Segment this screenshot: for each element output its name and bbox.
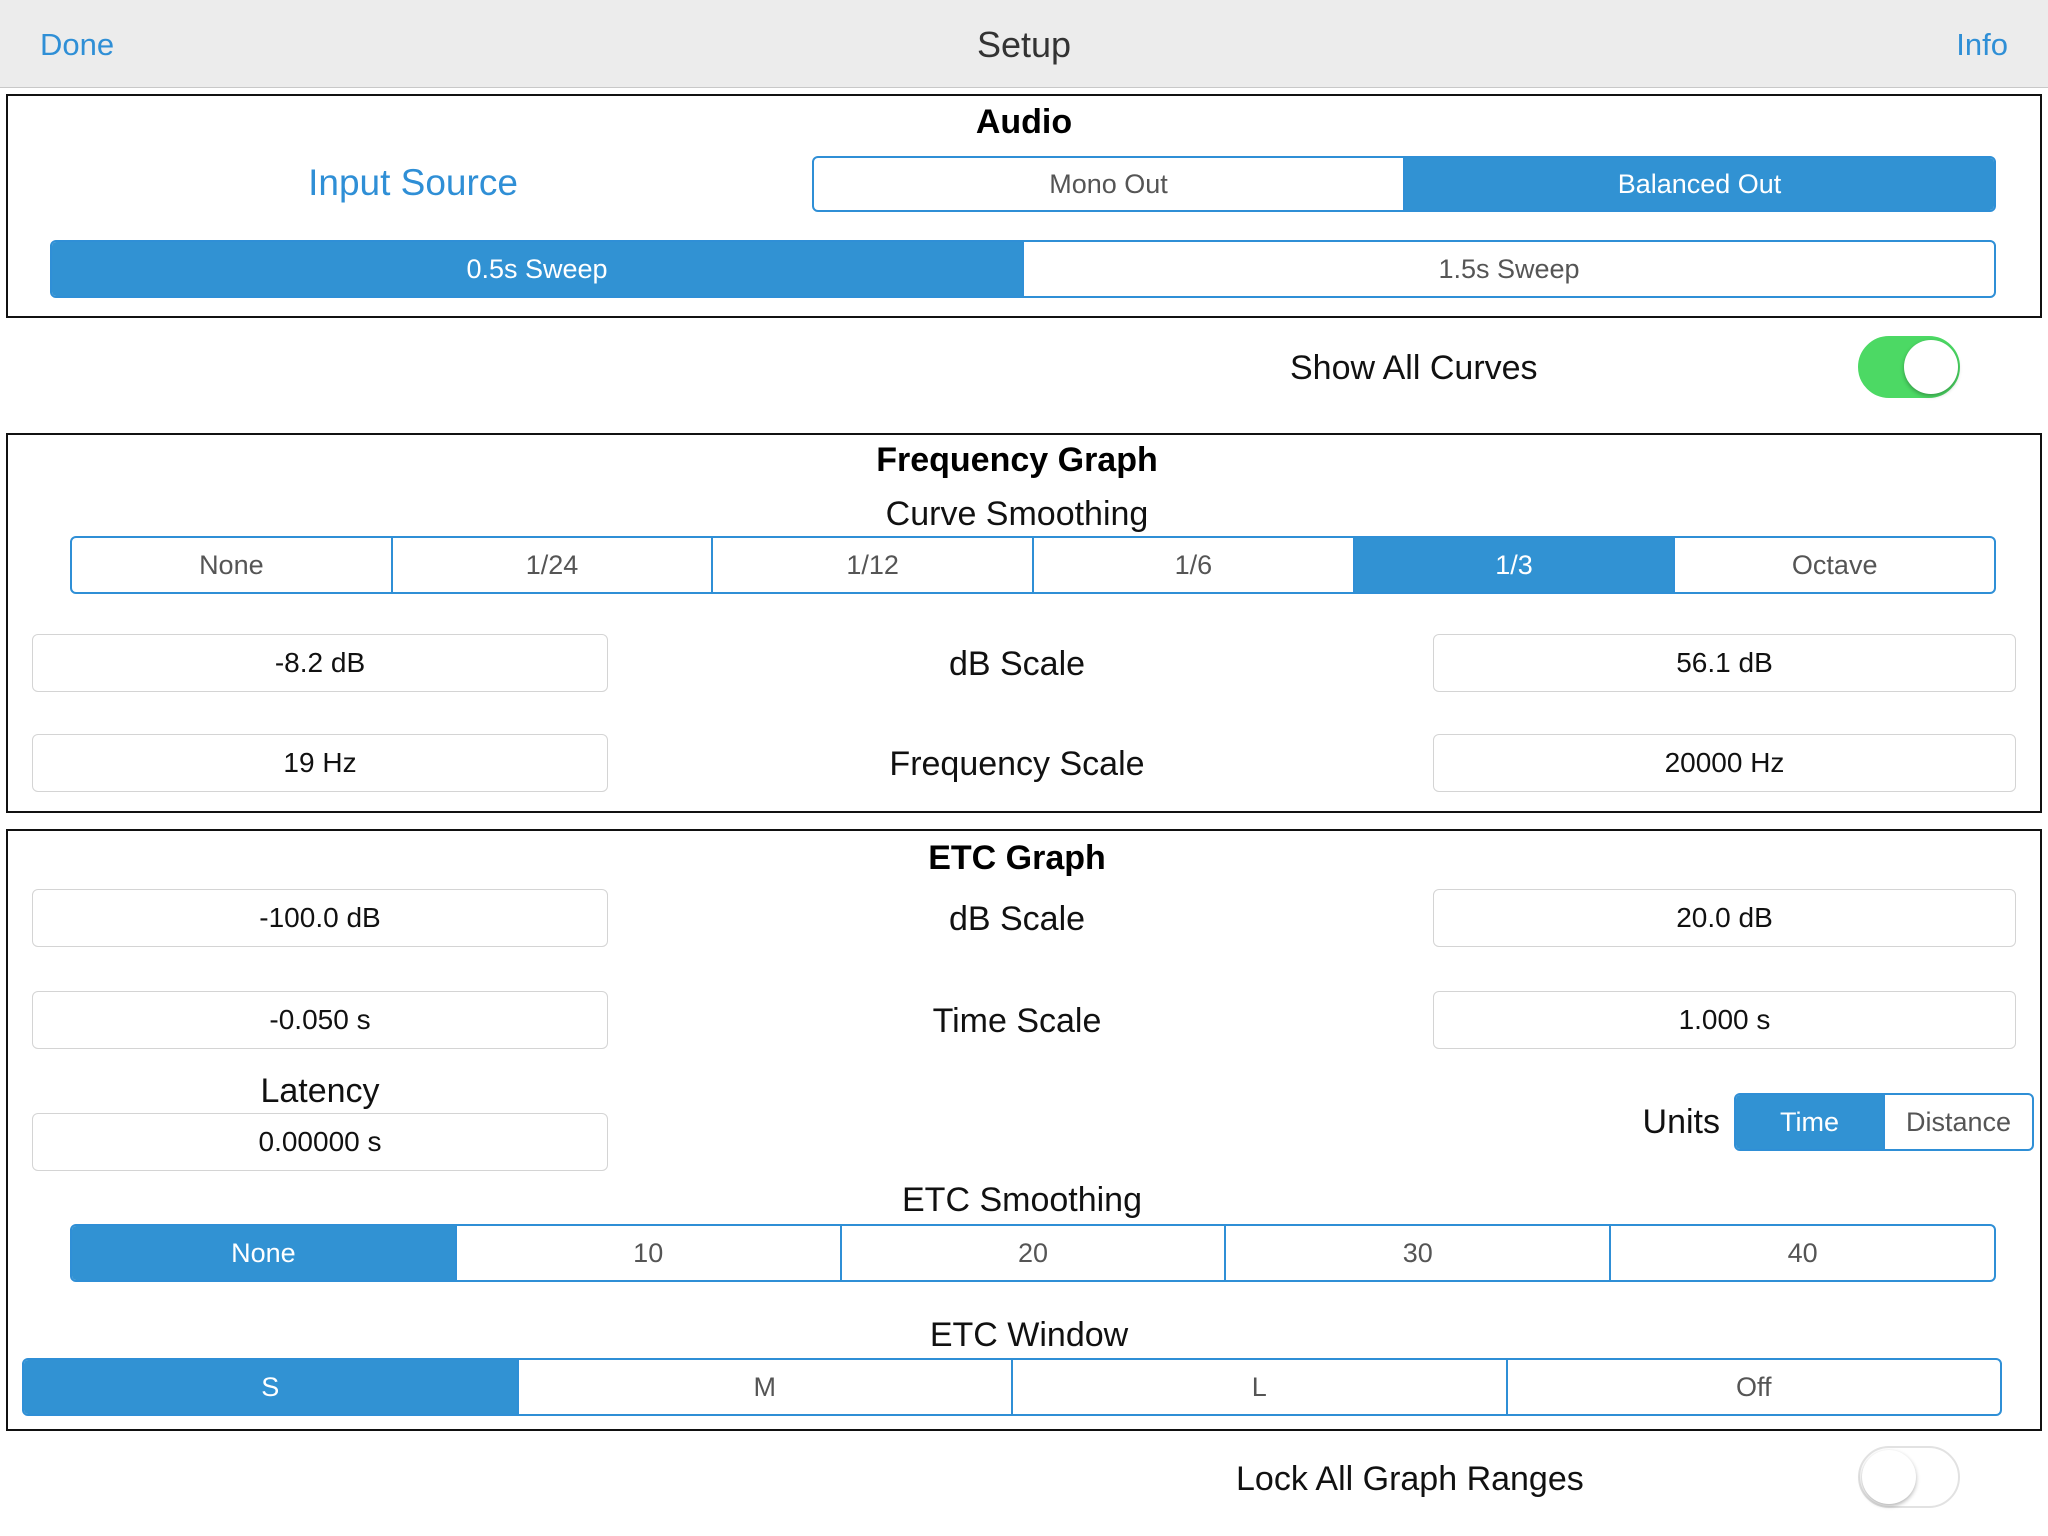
curve-smoothing-segmented-control: None 1/24 1/12 1/6 1/3 Octave [70, 536, 1996, 594]
freq-min-field[interactable]: 19 Hz [32, 734, 608, 792]
units-label: Units [1642, 1103, 1720, 1141]
etc-db-max-field[interactable]: 20.0 dB [1433, 889, 2016, 947]
lock-all-graph-ranges-switch[interactable] [1858, 1446, 1960, 1508]
freq-db-min-field[interactable]: -8.2 dB [32, 634, 608, 692]
segment-mono-out[interactable]: Mono Out [1049, 168, 1168, 199]
segment-window-l[interactable]: L [1011, 1360, 1506, 1414]
segment-etc-smoothing-10[interactable]: 10 [454, 1226, 840, 1280]
segment-smoothing-1-6[interactable]: 1/6 [1032, 538, 1353, 592]
switch-knob [1904, 340, 1958, 394]
etc-smoothing-label: ETC Smoothing [902, 1181, 1142, 1219]
frequency-graph-title: Frequency Graph [876, 441, 1158, 479]
etc-time-min-field[interactable]: -0.050 s [32, 991, 608, 1049]
segment-window-m[interactable]: M [516, 1360, 1012, 1414]
info-button[interactable]: Info [1956, 27, 2008, 62]
segment-1-5s-sweep[interactable]: 1.5s Sweep [1022, 242, 1994, 296]
curve-smoothing-label: Curve Smoothing [885, 495, 1149, 533]
latency-field[interactable]: 0.00000 s [32, 1113, 608, 1171]
etc-graph-title: ETC Graph [928, 839, 1106, 877]
switch-knob [1862, 1450, 1916, 1504]
lock-all-graph-ranges-label: Lock All Graph Ranges [1236, 1460, 1584, 1498]
etc-db-min-field[interactable]: -100.0 dB [32, 889, 608, 947]
units-segmented-control: Time Distance [1734, 1093, 2034, 1151]
audio-section-title: Audio [975, 103, 1073, 141]
segment-smoothing-1-12[interactable]: 1/12 [711, 538, 1032, 592]
time-scale-label: Time Scale [932, 1002, 1102, 1040]
done-button[interactable]: Done [40, 27, 115, 62]
etc-smoothing-segmented-control: None 10 20 30 40 [70, 1224, 1996, 1282]
page-title: Setup [976, 24, 1072, 65]
freq-db-scale-label: dB Scale [948, 645, 1086, 683]
freq-max-field[interactable]: 20000 Hz [1433, 734, 2016, 792]
etc-time-max-field[interactable]: 1.000 s [1433, 991, 2016, 1049]
segment-units-distance[interactable]: Distance [1883, 1095, 2032, 1149]
segment-etc-smoothing-none[interactable]: None [72, 1226, 455, 1280]
frequency-scale-label: Frequency Scale [889, 745, 1145, 783]
show-all-curves-label: Show All Curves [1290, 349, 1538, 387]
input-source-label[interactable]: Input Source [308, 162, 518, 203]
etc-db-scale-label: dB Scale [948, 900, 1086, 938]
segment-etc-smoothing-20[interactable]: 20 [839, 1226, 1225, 1280]
segment-window-off[interactable]: Off [1505, 1360, 2001, 1414]
navigation-bar [0, 0, 2048, 88]
segment-smoothing-octave[interactable]: Octave [1673, 538, 1994, 592]
segment-smoothing-1-24[interactable]: 1/24 [390, 538, 712, 592]
segment-window-s[interactable]: S [24, 1360, 517, 1414]
freq-db-max-field[interactable]: 56.1 dB [1433, 634, 2016, 692]
sweep-length-segmented-control: 0.5s Sweep 1.5s Sweep [50, 240, 1996, 298]
segment-smoothing-1-3[interactable]: 1/3 [1352, 538, 1674, 592]
segment-etc-smoothing-30[interactable]: 30 [1224, 1226, 1609, 1280]
segment-etc-smoothing-40[interactable]: 40 [1609, 1226, 1994, 1280]
etc-window-segmented-control: S M L Off [22, 1358, 2002, 1416]
segment-units-time[interactable]: Time [1736, 1095, 1883, 1149]
output-mode-segmented-control: Mono Out Balanced Out [812, 156, 1996, 212]
latency-label: Latency [260, 1072, 380, 1110]
show-all-curves-switch[interactable] [1858, 336, 1960, 398]
segment-balanced-out[interactable]: Balanced Out [1403, 158, 1994, 210]
etc-window-label: ETC Window [929, 1316, 1129, 1354]
segment-0-5s-sweep[interactable]: 0.5s Sweep [52, 242, 1022, 296]
segment-smoothing-none[interactable]: None [199, 549, 264, 580]
